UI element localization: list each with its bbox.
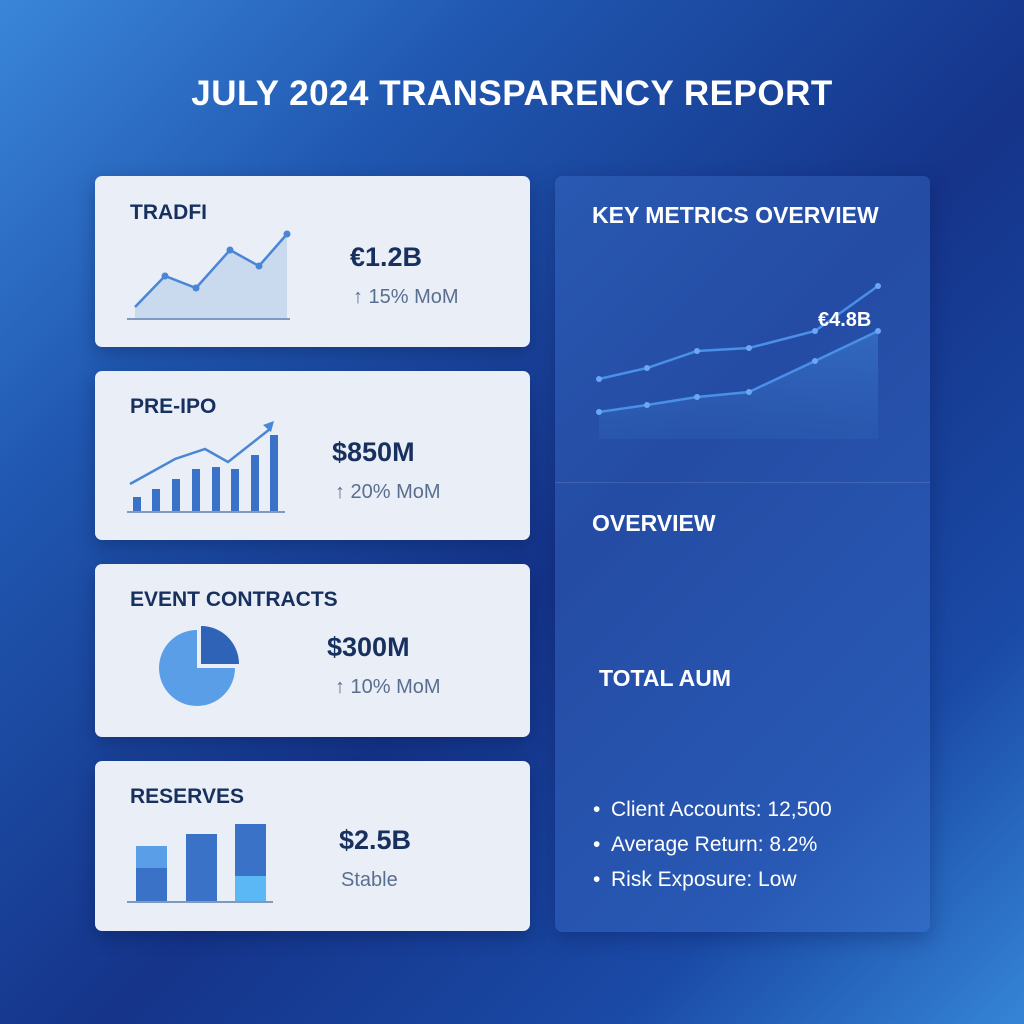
card-reserves: RESERVES $2.5B Stable [95, 761, 530, 931]
card-title: PRE-IPO [130, 395, 217, 418]
total-aum-heading: TOTAL AUM [599, 665, 732, 691]
overview-heading: OVERVIEW [592, 510, 716, 536]
card-value: €1.2B [350, 242, 423, 272]
card-pre-ipo: PRE-IPO $850M ↑ 20% MoM [95, 371, 530, 540]
list-item: • Average Return: 8.2% [593, 833, 818, 856]
card-change: ↑ 20% MoM [335, 481, 441, 503]
key-metrics-panel: KEY METRICS OVERVIEW €4.8B OVERVIEW TOTA… [555, 176, 930, 932]
event-contracts-pie-chart [159, 626, 239, 706]
metrics-list: • Client Accounts: 12,500 • Average Return… [593, 792, 832, 897]
card-title: TRADFI [130, 201, 207, 224]
reserves-stacked-bar-chart [127, 824, 273, 903]
card-value: $2.5B [339, 825, 412, 855]
key-metrics-line-chart [596, 283, 881, 439]
card-value: $300M [327, 632, 410, 662]
card-event-contracts: EVENT CONTRACTS $300M ↑ 10% MoM [95, 564, 530, 737]
card-title: EVENT CONTRACTS [130, 588, 338, 611]
key-metrics-heading: KEY METRICS OVERVIEW [592, 202, 879, 228]
chart-value-label: €4.8B [818, 309, 872, 331]
tradfi-area-chart [127, 230, 291, 320]
list-item: • Risk Exposure: Low [593, 868, 797, 891]
card-value: $850M [332, 437, 415, 467]
card-change: ↑ 10% MoM [335, 676, 441, 698]
card-title: RESERVES [130, 785, 244, 808]
card-change: Stable [341, 869, 398, 891]
card-change: ↑ 15% MoM [353, 286, 459, 308]
panel-divider [555, 482, 930, 483]
list-item: • Client Accounts: 12,500 [593, 798, 832, 821]
pre-ipo-bar-chart [127, 421, 285, 513]
report-title: JULY 2024 TRANSPARENCY REPORT [191, 74, 833, 113]
card-tradfi: TRADFI €1.2B ↑ 15% MoM [95, 176, 530, 347]
